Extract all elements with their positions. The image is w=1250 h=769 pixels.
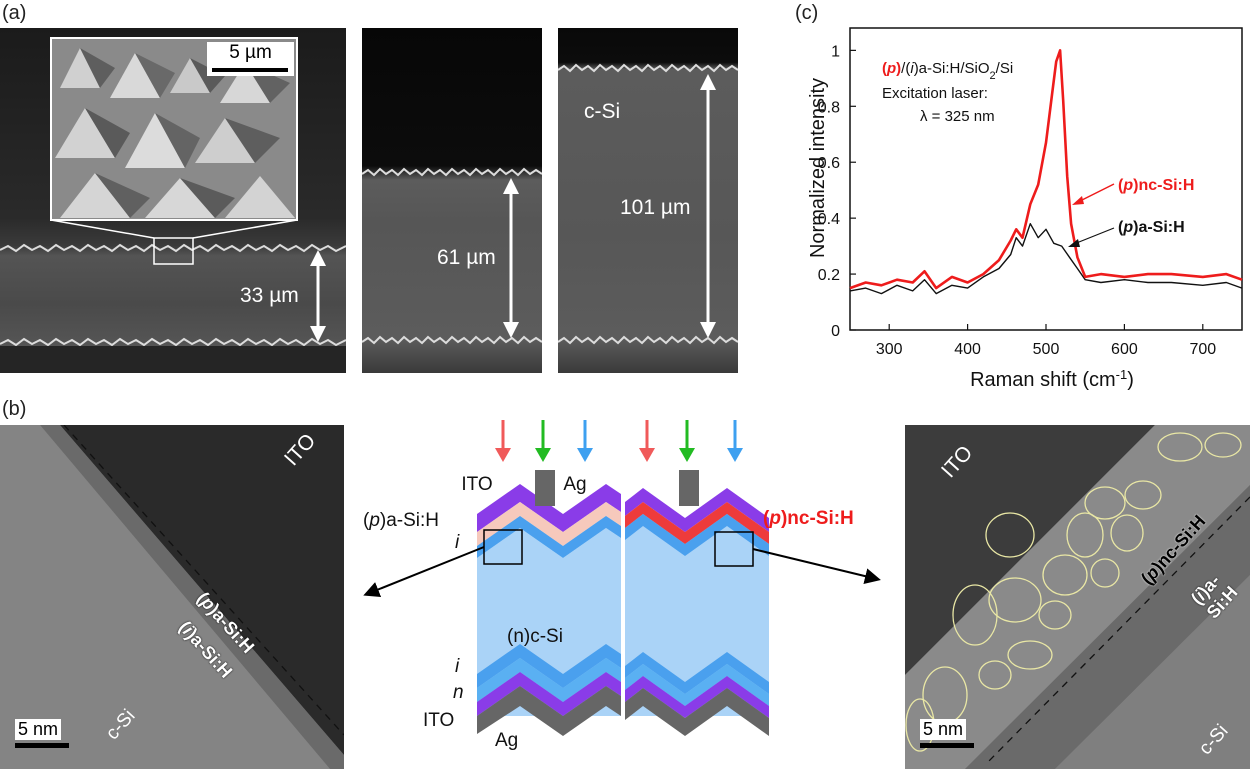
sem-image-101um: c-Si 101 µm [558, 28, 738, 373]
series-line-ncsi [849, 49, 1243, 290]
legend-block: (p)/(i)a-Si:H/SiO2/Si Excitation laser: … [882, 60, 1013, 125]
x-axis-label: Raman shift (cm-1) [970, 367, 1134, 392]
schem-ag-bottom: Ag [495, 730, 518, 751]
schem-p-asi: (p)a-Si:H [363, 510, 439, 531]
panel-a-letter: (a) [2, 2, 27, 24]
y-tick-label: 0 [831, 323, 840, 340]
device-schematic: ITO Ag (p)a-Si:H i (n)c-Si i n ITO Ag (p… [363, 420, 881, 751]
x-tick-label: 600 [1111, 341, 1138, 358]
sem-image-33um: 5 µm 33 µm [0, 28, 346, 373]
tem-image-ncsi: ITO (p)nc-Si:H (i)a-Si:H c-Si 5 nm [905, 425, 1250, 769]
schem-ito-top: ITO [461, 474, 492, 495]
y-tick-label: 0.8 [818, 99, 840, 116]
annot-black: (p)a-Si:H [1118, 219, 1185, 236]
sem-image-61um: 61 µm [362, 28, 542, 373]
annot-red: (p)nc-Si:H [1118, 177, 1194, 194]
series-line-asi [849, 222, 1243, 295]
panel-b-letter: (b) [2, 398, 27, 420]
y-tick-label: 0.2 [818, 267, 840, 284]
schem-n-csi: (n)c-Si [507, 626, 563, 647]
schem-i-bottom: i [455, 656, 460, 677]
device-right [625, 470, 769, 736]
thickness-101-label: 101 µm [620, 196, 691, 219]
legend-line3: λ = 325 nm [920, 108, 995, 125]
thickness-33-label: 33 µm [240, 284, 299, 307]
schem-ito-bottom: ITO [423, 710, 454, 731]
thickness-61-label: 61 µm [437, 246, 496, 269]
light-arrows [495, 420, 743, 462]
x-tick-label: 700 [1189, 341, 1216, 358]
schem-i-top: i [455, 532, 460, 553]
x-tick-label: 300 [876, 341, 903, 358]
csi-label: c-Si [584, 100, 621, 123]
tem-image-asi: ITO (p)a-Si:H (i)a-Si:H c-Si 5 nm [0, 425, 344, 769]
raman-chart: 300 400 500 600 700 0 0.2 0.4 0.6 0.8 1 Normalized… [807, 27, 1243, 392]
svg-text:(p)/(i)a-Si:H/SiO2/Si: (p)/(i)a-Si:H/SiO2/Si [882, 60, 1013, 82]
schem-n-bottom: n [453, 682, 464, 703]
panel-c-letter: (c) [795, 2, 819, 24]
y-axis-label: Normalized intensity [807, 78, 829, 258]
tem-scale-label: 5 nm [15, 719, 62, 740]
schem-ag-top: Ag [563, 474, 586, 495]
y-tick-label: 1 [831, 43, 840, 60]
x-tick-label: 500 [1033, 341, 1060, 358]
device-left [477, 470, 621, 736]
x-tick-label: 400 [954, 341, 981, 358]
legend-line2: Excitation laser: [882, 85, 988, 102]
tem-right-scale-label: 5 nm [920, 719, 967, 740]
schem-p-ncsi: (p)nc-Si:H [763, 508, 854, 529]
y-tick-label: 0.6 [818, 155, 840, 172]
y-tick-label: 0.4 [818, 211, 840, 228]
inset-scale-label: 5 µm [229, 42, 272, 63]
